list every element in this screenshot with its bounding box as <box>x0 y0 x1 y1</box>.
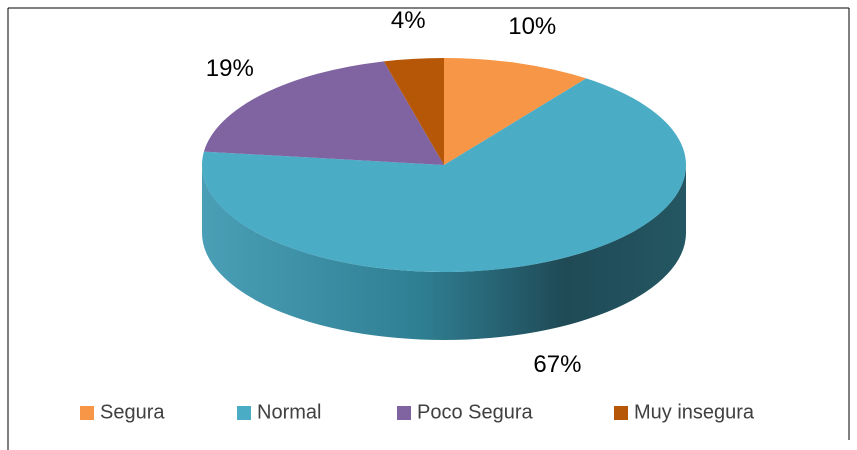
legend-label: Poco Segura <box>417 401 534 423</box>
data-label: 19% <box>206 55 254 82</box>
legend-label: Normal <box>257 401 321 423</box>
slice <box>203 61 444 165</box>
legend-label: Muy insegura <box>634 401 755 423</box>
data-label: 67% <box>533 351 581 378</box>
legend-swatch <box>80 406 94 420</box>
legend-swatch <box>397 406 411 420</box>
legend-label: Segura <box>100 401 165 423</box>
data-label: 4% <box>391 7 426 34</box>
legend-swatch <box>237 406 251 420</box>
slice <box>383 58 444 165</box>
legend-swatch <box>614 406 628 420</box>
slice <box>444 58 587 165</box>
slice <box>201 78 687 272</box>
data-label: 10% <box>508 13 556 40</box>
slice-side <box>202 165 686 340</box>
